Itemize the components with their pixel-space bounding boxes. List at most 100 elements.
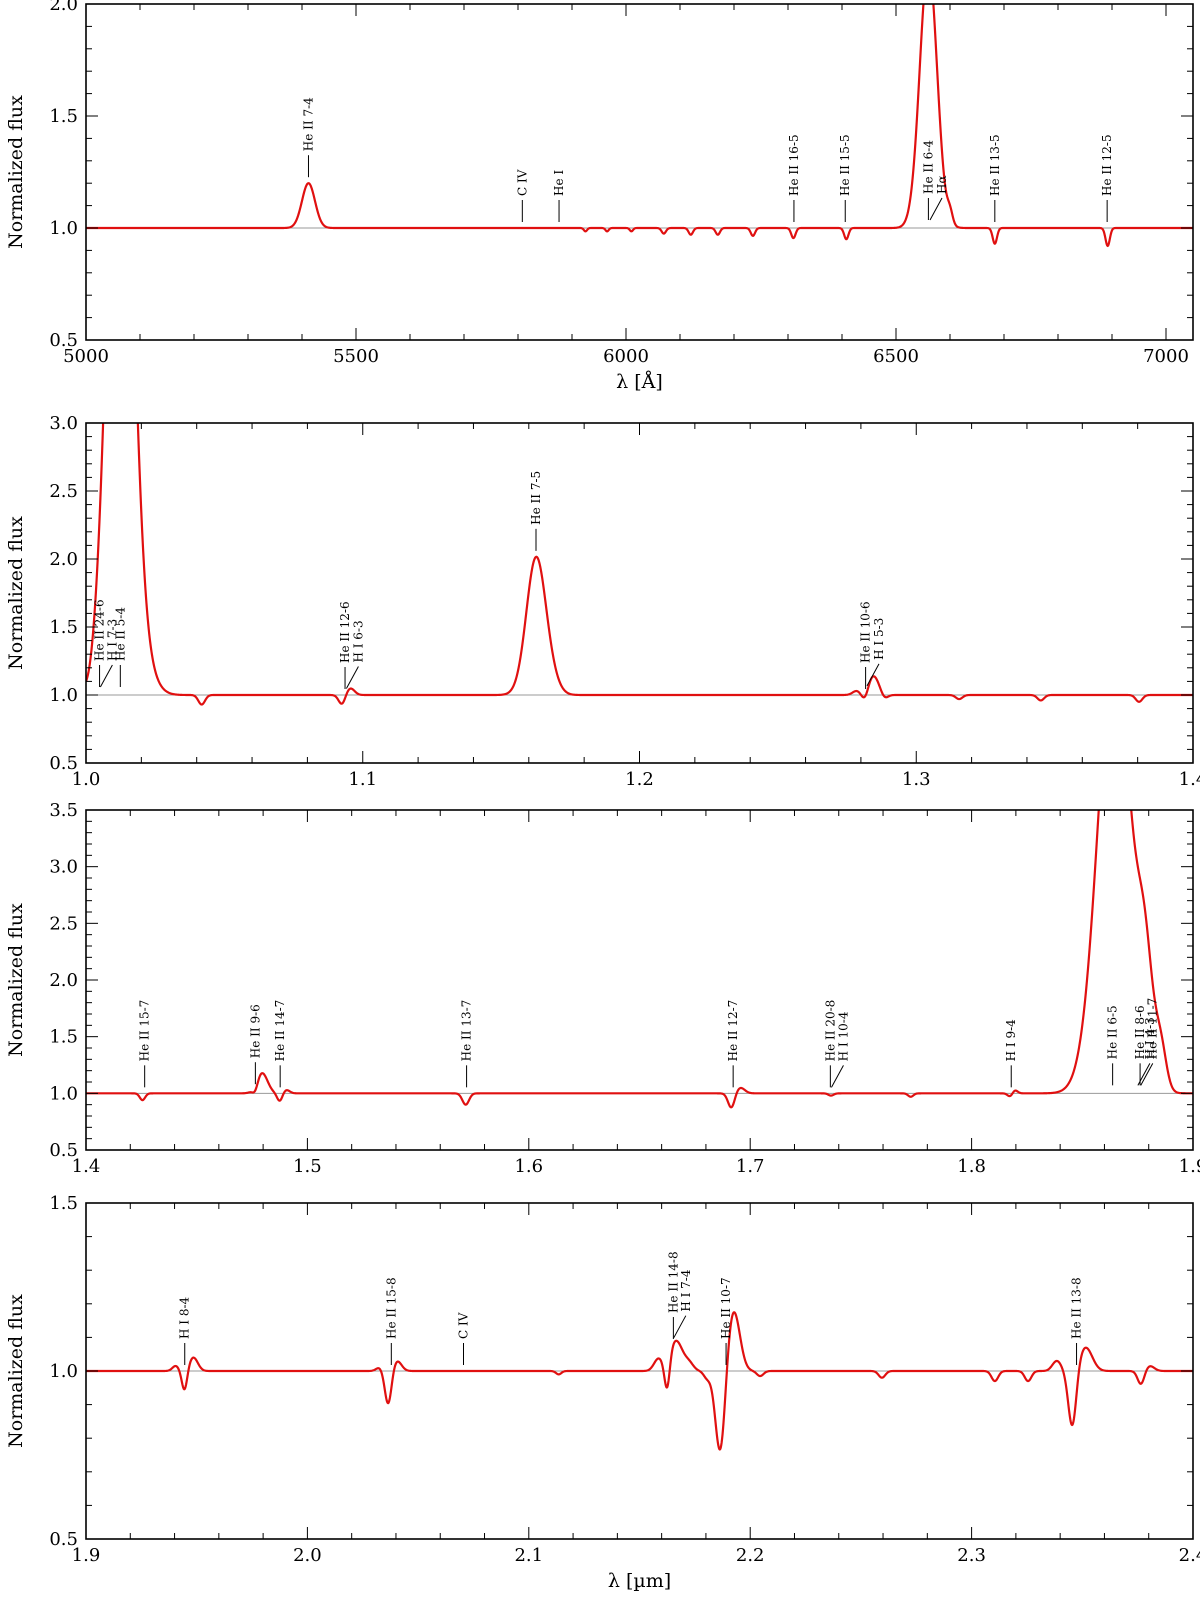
y-axis-title: Normalized flux: [5, 1294, 27, 1448]
line-id-label: He II 20-8: [823, 1000, 837, 1062]
y-tick-label: 2.0: [49, 970, 78, 991]
line-id-label: C IV: [515, 169, 529, 196]
line-marker: [345, 666, 359, 689]
line-id-label: He II 15-7: [138, 1000, 152, 1062]
x-tick-label: 1.8: [957, 1156, 986, 1177]
line-id-label: Hα: [935, 175, 949, 194]
x-tick-label: 1.0: [72, 769, 101, 790]
x-tick-label: 5500: [333, 346, 379, 367]
line-marker: [1140, 1063, 1154, 1086]
line-id-label: He II 7-5: [529, 471, 543, 525]
y-tick-label: 0.5: [49, 1140, 78, 1161]
x-tick-label: 2.0: [293, 1545, 322, 1566]
line-id-label: H I 8-4: [178, 1296, 192, 1339]
y-tick-label: 2.5: [49, 913, 78, 934]
x-tick-label: 2.4: [1179, 1545, 1200, 1566]
line-id-label: C IV: [456, 1312, 470, 1339]
x-tick-label: 6500: [873, 346, 919, 367]
line-id-label: He II 15-8: [384, 1277, 398, 1339]
plot-frame: [85, 3, 1194, 341]
x-tick-label: 1.1: [348, 769, 377, 790]
y-axis-title: Normalized flux: [5, 903, 27, 1057]
panel-1: 5000 5500 6000 6500 7000 0.5 1.0 1.5 2.0 Normaliz…: [5, 0, 1194, 393]
line-id-label: He II 12-7: [726, 1000, 740, 1062]
y-tick-label: 0.5: [49, 330, 78, 351]
x-axis-title: λ [Å]: [616, 371, 663, 393]
y-axis-title: Normalized flux: [5, 516, 27, 670]
line-id-label: H I 10-4: [836, 1011, 850, 1061]
x-tick-label: 1.4: [1179, 769, 1200, 790]
x-axis-title: λ [µm]: [608, 1570, 671, 1592]
line-id-label: He II 6-5: [1106, 1005, 1120, 1059]
line-id-label: H I 5-3: [872, 618, 886, 660]
line-id-label: He II 13-5: [988, 134, 1002, 196]
spectrum-line: [86, 4, 1193, 248]
line-id-label: He II 9-6: [248, 1004, 262, 1058]
line-id-label: He II 12-5: [1100, 134, 1114, 196]
x-tick-label: 5000: [63, 346, 109, 367]
line-id-label: He II 13-8: [1070, 1277, 1084, 1339]
y-tick-label: 1.5: [49, 1027, 78, 1048]
line-id-label: H I 7-3: [105, 619, 119, 661]
x-tick-label: 1.9: [72, 1545, 101, 1566]
line-id-label: He II 11-7: [1146, 998, 1160, 1060]
x-tick-label: 2.3: [957, 1545, 986, 1566]
line-id-label: He II 10-7: [719, 1277, 733, 1339]
y-tick-label: 3.0: [49, 857, 78, 878]
spectrum-line: [86, 423, 1193, 706]
plot-frame: [85, 809, 1194, 1151]
y-tick-label: 1.5: [49, 1193, 78, 1214]
y-axis-title: Normalized flux: [5, 95, 27, 249]
line-id-label: He II 24-6: [93, 599, 107, 661]
x-tick-label: 1.4: [72, 1156, 101, 1177]
line-id-label: He II 16-5: [787, 134, 801, 196]
line-id-label: He II 13-7: [460, 1000, 474, 1062]
spectrum-line: [86, 810, 1193, 1109]
panel-2: 1.01.11.21.31.40.51.01.52.02.53.0Normali…: [5, 413, 1200, 790]
x-tick-label: 2.1: [514, 1545, 543, 1566]
x-tick-label: 1.6: [514, 1156, 543, 1177]
line-id-label: He II 5-4: [113, 607, 127, 661]
line-marker: [929, 197, 943, 221]
y-tick-label: 1.0: [49, 1361, 78, 1382]
line-id-label: He II 10-6: [859, 601, 873, 663]
x-tick-label: 2.2: [736, 1545, 765, 1566]
line-id-label: H I 6-3: [351, 620, 365, 662]
x-tick-label: 1.9: [1179, 1156, 1200, 1177]
y-tick-label: 1.0: [49, 218, 78, 239]
x-tick-label: 1.5: [293, 1156, 322, 1177]
plot-frame: [85, 422, 1194, 764]
x-tick-label: 6000: [603, 346, 649, 367]
x-tick-label: 1.3: [902, 769, 931, 790]
line-id-label: He II 7-4: [301, 97, 315, 151]
line-id-label: He II 6-4: [921, 140, 935, 194]
y-tick-label: 1.0: [49, 685, 78, 706]
line-marker: [673, 1315, 687, 1338]
y-tick-label: 0.5: [49, 1529, 78, 1550]
y-tick-label: 1.5: [49, 106, 78, 127]
y-tick-label: 1.5: [49, 617, 78, 638]
y-tick-label: 0.5: [49, 753, 78, 774]
line-marker: [866, 663, 880, 687]
line-id-label: He II 8-6: [1133, 1005, 1147, 1059]
line-id-label: H I 7-4: [679, 1269, 693, 1312]
line-id-label: H I 4-3: [1143, 1017, 1157, 1059]
spectrum-line: [86, 1311, 1193, 1451]
line-id-label: He II 12-6: [338, 601, 352, 663]
x-tick-label: 1.7: [736, 1156, 765, 1177]
x-tick-label: 7000: [1143, 346, 1189, 367]
panel-3: 1.4 1.5 1.6 1.7 1.8 1.9 0.5 1.0 1.5 2.0 2.5 3.0 3.5 N…: [5, 800, 1200, 1177]
line-id-label: He II 15-5: [838, 134, 852, 196]
panel-4: 1.9 2.0 2.1 2.2 2.3 2.4 0.5 1.0 1.5 Normalized fl…: [5, 1193, 1200, 1592]
line-id-label: He II 14-8: [666, 1251, 680, 1313]
y-tick-label: 3.0: [49, 413, 78, 434]
y-tick-label: 3.5: [49, 800, 78, 821]
x-tick-label: 1.2: [625, 769, 654, 790]
line-marker: [1137, 1063, 1151, 1086]
line-marker: [99, 664, 113, 688]
y-tick-label: 1.0: [49, 1083, 78, 1104]
line-id-label: He II 14-7: [273, 1000, 287, 1062]
y-tick-label: 2.5: [49, 481, 78, 502]
y-tick-label: 2.0: [49, 0, 78, 15]
